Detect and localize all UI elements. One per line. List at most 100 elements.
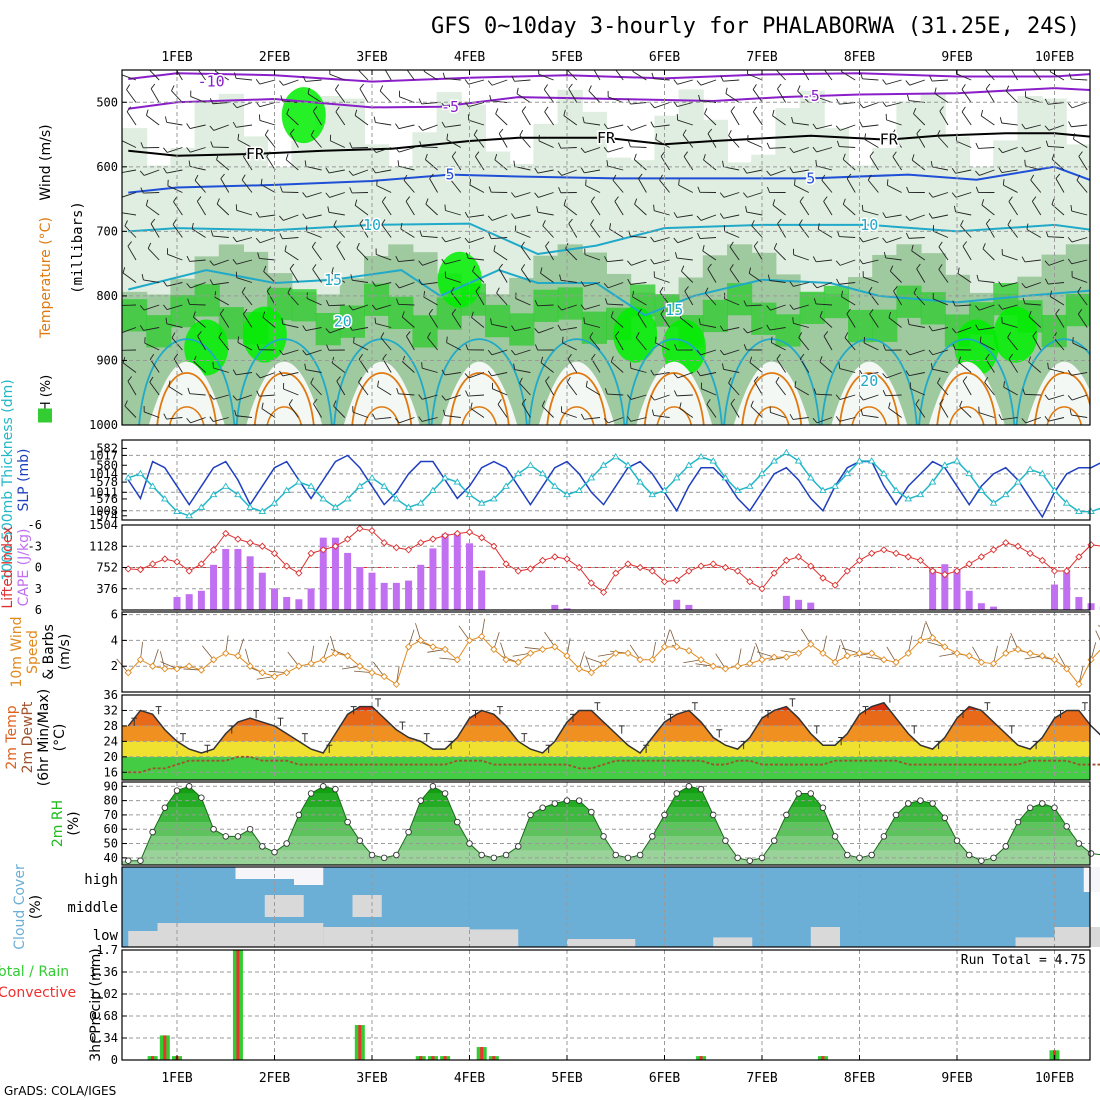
series-point	[758, 585, 766, 593]
wind-barb-flag	[906, 186, 910, 193]
x-tick-label-bottom: 3FEB	[356, 1071, 387, 1086]
wind-barb-flag	[588, 85, 592, 92]
series-point	[867, 457, 876, 464]
precip-frame	[121, 949, 1091, 1061]
wind-barb-flag	[1021, 123, 1026, 130]
wind-barb-flag	[591, 353, 596, 360]
wind-barb-flag	[798, 219, 803, 225]
series-point	[417, 636, 425, 645]
wind-barb	[793, 282, 809, 287]
wind-barb	[358, 381, 369, 396]
wind-barb	[241, 179, 253, 193]
wind-barb-flag	[186, 123, 191, 129]
rh-shade-green	[412, 315, 438, 348]
wind-barb	[491, 237, 508, 240]
wind-barb	[1002, 254, 1018, 261]
series-point	[1063, 567, 1071, 575]
wind-barb	[328, 169, 345, 174]
series-point	[855, 457, 864, 464]
wind-barb	[819, 361, 833, 373]
wind-barb	[700, 79, 717, 86]
cape-bar	[271, 588, 278, 610]
wind-barb	[932, 327, 949, 332]
wind-barb	[335, 89, 346, 103]
series-point	[465, 528, 474, 536]
wind-barb	[422, 259, 438, 266]
wind-barb	[655, 342, 670, 351]
wind-barb	[793, 322, 809, 328]
surface-wind-barb	[1057, 652, 1068, 669]
wind-barb-flag	[405, 62, 408, 67]
wind-barb	[863, 394, 879, 401]
series-point	[941, 643, 949, 651]
wind-barb-flag	[975, 305, 980, 311]
wind-barb-flag	[835, 416, 841, 422]
wind-barb	[748, 273, 763, 283]
wind-barb-flag	[766, 305, 771, 311]
series-point	[685, 461, 693, 468]
wind-barb-flag	[563, 109, 566, 116]
wind-barb-flag	[697, 186, 701, 193]
wind-barb	[259, 119, 276, 126]
wind-barb	[468, 102, 485, 108]
wind-barb-flag	[464, 79, 469, 85]
wind-barb	[122, 212, 137, 216]
series-point	[307, 790, 315, 797]
axis-label-text: SLP (mb)	[16, 448, 32, 511]
wind-barb-flag	[813, 388, 817, 395]
wind-barb-flag	[609, 223, 612, 230]
surface-wind-barb	[755, 642, 763, 660]
precip-convective-bar	[431, 1056, 435, 1060]
wind-barb-flag	[859, 395, 864, 401]
wind-barb	[126, 111, 137, 126]
series-point	[624, 854, 632, 862]
isotherm-dome	[528, 338, 626, 425]
series-point	[526, 649, 535, 657]
wind-barb	[149, 381, 160, 396]
y-tick-label: 6	[35, 603, 42, 617]
wind-barb	[305, 214, 322, 220]
wind-barb-flag	[1067, 258, 1073, 265]
wind-barb	[839, 146, 856, 148]
series-point	[246, 503, 254, 510]
wind-barb	[862, 210, 879, 216]
series-point	[794, 649, 803, 657]
dry-dome	[148, 361, 225, 425]
series-point	[624, 649, 632, 657]
wind-barb	[1002, 322, 1018, 328]
wind-barb	[799, 358, 810, 373]
wind-barb	[212, 282, 229, 286]
wind-barb	[793, 254, 809, 261]
wind-barb-flag	[938, 264, 943, 270]
wind-barb-flag	[465, 390, 469, 397]
axis-label-text: Lifted Index	[0, 526, 16, 608]
wind-barb-flag	[173, 353, 179, 360]
series-point	[733, 486, 742, 493]
wind-barb	[747, 140, 763, 148]
wind-barb	[285, 159, 299, 171]
wind-barb	[560, 327, 577, 331]
series-point	[466, 840, 473, 847]
series-point	[916, 490, 925, 498]
isotherm-label: FR	[246, 145, 265, 163]
wind-barb-flag	[302, 75, 307, 82]
wind-barb	[679, 407, 694, 418]
wind-barb-flag	[264, 129, 269, 136]
axis-label-text: (6hr Min/Max)	[36, 689, 52, 786]
series-point	[819, 486, 827, 493]
isotherm-label: -5	[802, 87, 820, 105]
y-tick-label: 0	[35, 561, 42, 575]
cape-bar	[234, 548, 242, 610]
wind-barb	[193, 361, 206, 373]
series-point	[673, 790, 680, 797]
wind-barb	[815, 393, 833, 396]
wind-barb	[305, 165, 322, 171]
series-point	[478, 851, 485, 859]
wind-barb	[540, 362, 554, 373]
series-point	[1038, 469, 1047, 477]
series-point	[636, 656, 644, 664]
surface-wind-barb	[500, 642, 507, 660]
axis-label-text: & Barbs	[41, 624, 57, 680]
y-tick-label: 582	[96, 441, 118, 455]
wind-barb	[1008, 201, 1018, 216]
